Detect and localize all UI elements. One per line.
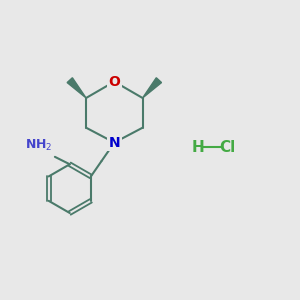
Polygon shape: [142, 78, 161, 98]
Text: N: N: [109, 136, 120, 150]
Polygon shape: [67, 78, 86, 98]
Text: H: H: [191, 140, 204, 154]
Text: O: O: [108, 75, 120, 88]
Text: NH$_2$: NH$_2$: [25, 138, 52, 153]
Text: Cl: Cl: [219, 140, 236, 154]
